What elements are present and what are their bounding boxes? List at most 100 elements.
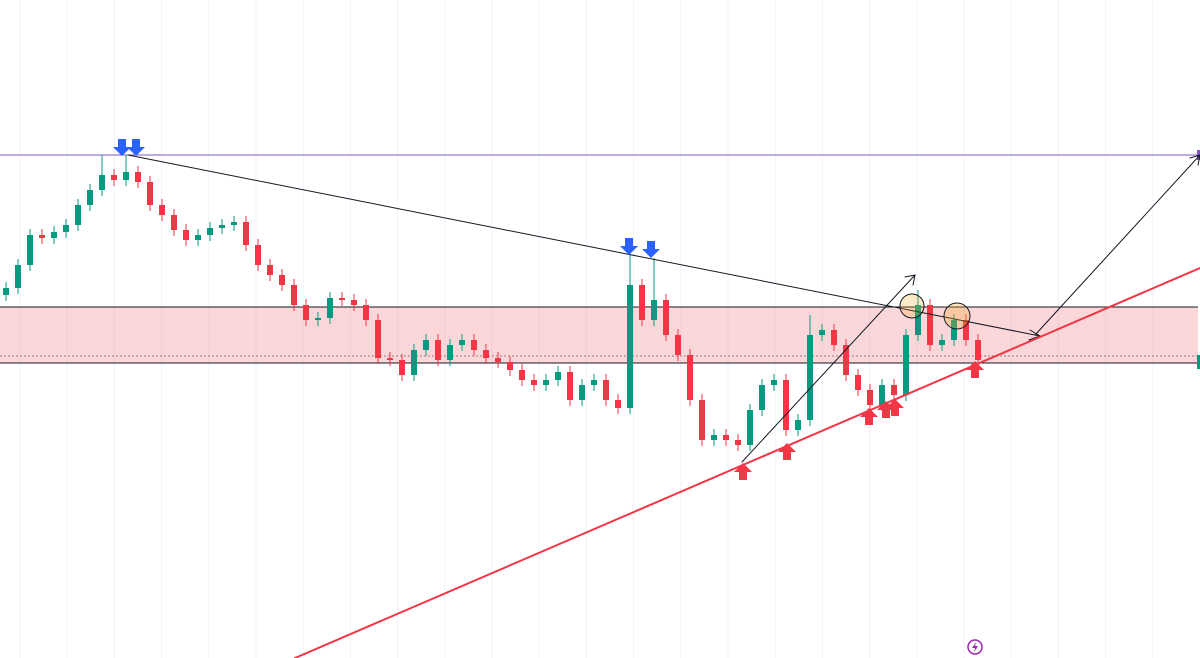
up-arrow xyxy=(734,463,752,480)
candle-body xyxy=(915,305,921,335)
candle-body xyxy=(723,435,729,440)
candle-body xyxy=(951,320,957,340)
candle-body xyxy=(327,298,333,318)
candle-body xyxy=(855,375,861,390)
candle-body xyxy=(123,172,129,180)
candle-body xyxy=(531,380,537,385)
projection-line xyxy=(741,274,916,463)
candle-body xyxy=(459,340,465,345)
candle-body xyxy=(927,305,933,345)
candle-body xyxy=(843,345,849,375)
candle-body xyxy=(435,340,441,360)
support-line xyxy=(294,267,1200,658)
candle-body xyxy=(387,358,393,360)
down-arrow xyxy=(113,139,131,156)
candle-body xyxy=(303,305,309,320)
candle-body xyxy=(171,215,177,230)
candle-body xyxy=(195,235,201,240)
down-arrow xyxy=(620,238,638,255)
candle-body xyxy=(903,335,909,395)
candle-body xyxy=(411,350,417,375)
lightning-button[interactable] xyxy=(967,639,983,655)
candle-body xyxy=(339,298,345,300)
candle-body xyxy=(111,175,117,180)
candles xyxy=(3,155,981,451)
candle-body xyxy=(207,228,213,235)
candle-body xyxy=(627,285,633,408)
candle-body xyxy=(963,320,969,340)
candle-body xyxy=(879,385,885,405)
candle-body xyxy=(675,335,681,355)
candle-body xyxy=(543,380,549,385)
candle-body xyxy=(687,355,693,400)
candle-body xyxy=(351,300,357,305)
candle-body xyxy=(699,400,705,440)
drawings xyxy=(127,154,1200,658)
candle-body xyxy=(711,435,717,440)
candle-body xyxy=(495,358,501,362)
candle-body xyxy=(891,385,897,395)
candle-body xyxy=(483,350,489,358)
down-arrows xyxy=(113,139,660,258)
candle-body xyxy=(27,235,33,265)
candle-body xyxy=(603,380,609,400)
candle-body xyxy=(135,172,141,182)
highlight-circle xyxy=(899,293,925,319)
candle-body xyxy=(819,330,825,335)
candle-body xyxy=(831,330,837,345)
candle-body xyxy=(579,385,585,400)
up-arrow xyxy=(860,408,878,425)
candle-body xyxy=(279,275,285,285)
arrow-head xyxy=(1189,154,1200,166)
candle-body xyxy=(183,230,189,240)
candle-body xyxy=(267,265,273,275)
up-arrows xyxy=(734,361,984,480)
candle-body xyxy=(63,225,69,232)
arrow-head xyxy=(904,274,916,286)
candle-body xyxy=(639,285,645,320)
candle-body xyxy=(795,420,801,430)
up-arrow xyxy=(778,443,796,460)
trend-line xyxy=(127,154,1041,337)
zone xyxy=(0,307,1198,363)
candle-body xyxy=(3,288,9,295)
candle-body xyxy=(519,370,525,380)
candle-body xyxy=(591,380,597,385)
candle-body xyxy=(663,300,669,335)
candle-body xyxy=(75,205,81,225)
candle-body xyxy=(471,340,477,350)
candle-body xyxy=(807,335,813,420)
candle-body xyxy=(159,205,165,215)
candle-body xyxy=(423,340,429,350)
candle-body xyxy=(651,300,657,320)
candle-body xyxy=(783,380,789,430)
candle-body xyxy=(231,222,237,225)
down-arrow xyxy=(642,241,660,258)
projection-line xyxy=(1034,154,1200,336)
up-arrow xyxy=(966,361,984,378)
candle-body xyxy=(399,360,405,375)
candle-body xyxy=(15,265,21,288)
candle-body xyxy=(939,340,945,345)
candle-body xyxy=(771,380,777,385)
candle-body xyxy=(291,285,297,305)
candle-body xyxy=(507,362,513,370)
candle-body xyxy=(99,175,105,190)
candle-body xyxy=(975,340,981,360)
candle-body xyxy=(567,372,573,400)
candle-body xyxy=(51,232,57,238)
candle-body xyxy=(735,440,741,445)
candle-body xyxy=(375,320,381,358)
highlight-circle xyxy=(943,302,971,330)
candle-body xyxy=(243,222,249,245)
edge-mark xyxy=(1197,355,1200,369)
up-arrow xyxy=(877,401,895,418)
candle-body xyxy=(447,345,453,360)
candle-body xyxy=(87,190,93,205)
candle-body xyxy=(615,400,621,408)
candle-body xyxy=(39,235,45,238)
up-arrow xyxy=(886,399,904,416)
candle-body xyxy=(147,182,153,205)
